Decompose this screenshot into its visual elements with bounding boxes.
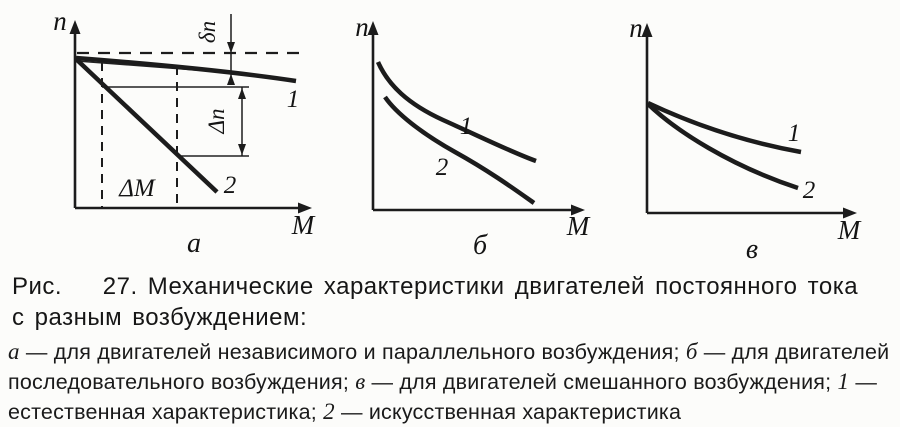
legend-text: естественная характеристика; bbox=[8, 400, 324, 424]
curve-label-1: 1 bbox=[460, 113, 473, 140]
legend-text: — bbox=[849, 370, 878, 394]
plot-sublabel: в bbox=[746, 234, 758, 265]
x-axis-arrow-icon bbox=[843, 207, 857, 219]
dimension-label: δn bbox=[195, 21, 220, 43]
y-axis-arrow-icon bbox=[641, 23, 653, 37]
caption-legend-line: а — для двигателей независимого и паралл… bbox=[8, 337, 898, 367]
x-axis-label: M bbox=[837, 215, 862, 245]
caption-legend-line: последовательного возбуждения; в — для д… bbox=[8, 367, 898, 397]
plot-v: n Mв 1 2 bbox=[629, 13, 862, 265]
curve-1 bbox=[375, 61, 537, 164]
curve-1 bbox=[75, 55, 297, 84]
y-axis-label: n bbox=[53, 6, 67, 36]
curve-label-2: 2 bbox=[436, 154, 449, 181]
legend-text: последовательного возбуждения; bbox=[8, 370, 356, 394]
legend-ref-letter: б bbox=[685, 339, 698, 364]
curve-2 bbox=[383, 95, 536, 205]
plot-b: n Mб 12 bbox=[355, 12, 591, 261]
curve-label-2: 2 bbox=[224, 172, 237, 199]
legend-text: — для двигателей смешанного возбуждения; bbox=[365, 370, 838, 394]
curve-label-1: 1 bbox=[287, 86, 300, 113]
curve-2 bbox=[74, 57, 219, 194]
figure-caption-legend: а — для двигателей независимого и паралл… bbox=[8, 337, 898, 427]
legend-text: — искусственная характеристика bbox=[334, 400, 682, 424]
annotation-label: ΔM bbox=[118, 175, 156, 202]
x-axis-arrow-icon bbox=[298, 202, 312, 214]
curve-label-2: 2 bbox=[803, 177, 816, 204]
x-axis-label: M bbox=[291, 210, 316, 240]
y-axis-arrow-icon bbox=[367, 21, 379, 35]
y-axis-label: n bbox=[355, 12, 369, 42]
y-axis-arrow-icon bbox=[69, 20, 81, 34]
dimension-arrow-icon bbox=[238, 144, 246, 155]
legend-text: — для двигателей независимого и параллел… bbox=[19, 340, 686, 364]
caption-legend-line: естественная характеристика; 2 — искусст… bbox=[8, 397, 898, 427]
dimension-arrow-icon bbox=[227, 74, 235, 85]
plot-sublabel: б bbox=[473, 230, 488, 261]
dimension-arrow-icon bbox=[227, 42, 235, 53]
x-axis-arrow-icon bbox=[571, 204, 585, 216]
curve-1 bbox=[647, 100, 802, 155]
figure-caption-title: Рис. 27. Механические характеристики дви… bbox=[12, 273, 859, 331]
legend-ref-letter: в bbox=[355, 369, 366, 394]
plot-a: n Mа 1 2 δn Δn ΔM bbox=[53, 6, 316, 259]
plot-sublabel: а bbox=[187, 228, 201, 259]
x-axis-label: M bbox=[566, 211, 591, 241]
dimension-label: Δn bbox=[204, 109, 229, 135]
legend-ref-letter: 2 bbox=[323, 399, 335, 424]
legend-ref-letter: а bbox=[8, 339, 20, 364]
curve-label-1: 1 bbox=[788, 120, 801, 147]
dimension-arrow-icon bbox=[238, 88, 246, 99]
legend-ref-letter: 1 bbox=[837, 369, 850, 394]
curve-2 bbox=[646, 102, 799, 191]
legend-text: — для двигателей bbox=[697, 340, 890, 364]
y-axis-label: n bbox=[629, 13, 643, 43]
